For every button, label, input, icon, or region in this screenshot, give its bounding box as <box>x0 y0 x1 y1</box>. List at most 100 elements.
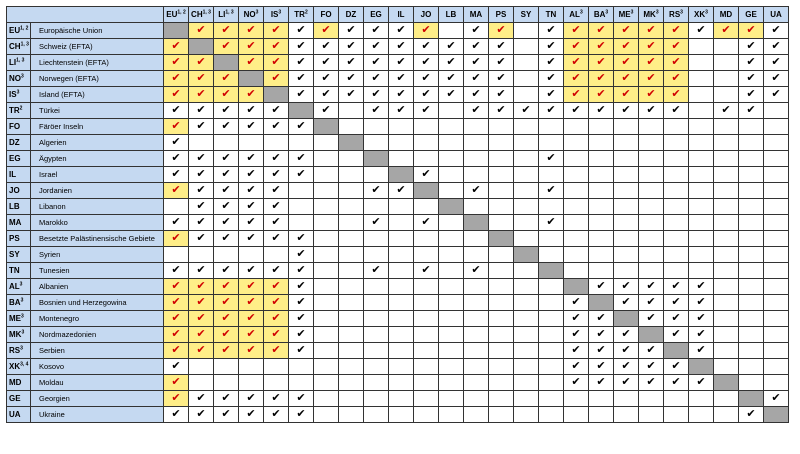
check-icon: ✔ <box>296 344 306 356</box>
check-icon: ✔ <box>421 168 431 180</box>
check-icon: ✔ <box>646 104 656 116</box>
check-cell: ✔ <box>638 22 664 39</box>
empty-cell <box>763 246 789 263</box>
empty-cell <box>388 246 414 263</box>
row-country-name: Montenegro <box>30 310 164 327</box>
empty-cell <box>513 374 539 391</box>
empty-cell <box>588 134 614 151</box>
empty-cell <box>213 134 239 151</box>
check-cell: ✔ <box>288 406 314 423</box>
check-cell: ✔ <box>538 182 564 199</box>
column-header-footnote: 3 <box>630 9 634 16</box>
check-cell: ✔ <box>488 86 514 103</box>
check-icon: ✔ <box>646 344 656 356</box>
table-row: DZ Algerien ✔ <box>6 134 789 151</box>
check-icon: ✔ <box>621 280 631 292</box>
check-icon: ✔ <box>621 376 631 388</box>
empty-cell <box>413 278 439 295</box>
check-cell: ✔ <box>288 262 314 279</box>
check-icon: ✔ <box>196 328 206 340</box>
row-country-name: Moldau <box>30 374 164 391</box>
check-icon: ✔ <box>671 24 681 36</box>
check-cell: ✔ <box>438 70 464 87</box>
column-header-lb: LB <box>438 6 464 23</box>
row-code-fo: FO <box>6 118 31 135</box>
empty-cell <box>338 198 364 215</box>
empty-cell <box>313 294 339 311</box>
check-icon: ✔ <box>171 344 181 356</box>
empty-cell <box>338 182 364 199</box>
row-code-ba: BA3 <box>6 294 31 311</box>
empty-cell <box>163 198 189 215</box>
empty-cell <box>338 118 364 135</box>
empty-cell <box>513 310 539 327</box>
check-icon: ✔ <box>421 216 431 228</box>
check-icon: ✔ <box>271 120 281 132</box>
check-icon: ✔ <box>196 392 206 404</box>
check-cell: ✔ <box>663 22 689 39</box>
check-icon: ✔ <box>171 280 181 292</box>
check-icon: ✔ <box>746 56 756 68</box>
check-icon: ✔ <box>246 88 256 100</box>
check-icon: ✔ <box>221 328 231 340</box>
check-cell: ✔ <box>288 166 314 183</box>
check-icon: ✔ <box>171 56 181 68</box>
check-cell: ✔ <box>738 22 764 39</box>
empty-cell <box>588 262 614 279</box>
column-header-code: MK <box>643 10 656 19</box>
check-cell: ✔ <box>588 38 614 55</box>
table-row: PS Besetzte Palästinensische Gebiete ✔ ✔ ✔ ✔ ✔… <box>6 230 789 247</box>
check-icon: ✔ <box>696 312 706 324</box>
check-cell: ✔ <box>663 326 689 343</box>
empty-cell <box>613 246 639 263</box>
check-cell: ✔ <box>488 38 514 55</box>
check-icon: ✔ <box>246 216 256 228</box>
check-icon: ✔ <box>546 152 556 164</box>
check-icon: ✔ <box>471 264 481 276</box>
empty-cell <box>388 342 414 359</box>
empty-cell <box>338 214 364 231</box>
table-row: UA Ukraine ✔ ✔ ✔ ✔ ✔ ✔ ✔ <box>6 406 789 423</box>
check-icon: ✔ <box>196 120 206 132</box>
empty-cell <box>688 390 714 407</box>
empty-cell <box>363 390 389 407</box>
empty-cell <box>413 246 439 263</box>
check-cell: ✔ <box>288 54 314 71</box>
empty-cell <box>713 214 739 231</box>
check-icon: ✔ <box>346 72 356 84</box>
empty-cell <box>563 230 589 247</box>
check-icon: ✔ <box>171 312 181 324</box>
column-header-footnote: 3 <box>655 9 659 16</box>
table-row: LB Libanon ✔ ✔ ✔ ✔ <box>6 198 789 215</box>
empty-cell <box>738 230 764 247</box>
check-icon: ✔ <box>221 120 231 132</box>
empty-cell <box>188 246 214 263</box>
empty-cell <box>763 214 789 231</box>
check-icon: ✔ <box>646 72 656 84</box>
check-cell: ✔ <box>163 326 189 343</box>
empty-cell <box>563 150 589 167</box>
empty-cell <box>413 118 439 135</box>
table-row: IL Israel ✔ ✔ ✔ ✔ ✔ ✔ ✔ <box>6 166 789 183</box>
check-cell: ✔ <box>163 102 189 119</box>
row-code: ME <box>9 314 21 323</box>
check-cell: ✔ <box>313 38 339 55</box>
check-cell: ✔ <box>388 54 414 71</box>
check-icon: ✔ <box>246 264 256 276</box>
check-cell: ✔ <box>588 86 614 103</box>
check-icon: ✔ <box>371 24 381 36</box>
check-icon: ✔ <box>221 264 231 276</box>
check-cell: ✔ <box>213 198 239 215</box>
check-cell: ✔ <box>563 102 589 119</box>
check-cell: ✔ <box>238 390 264 407</box>
empty-cell <box>713 38 739 55</box>
check-cell: ✔ <box>163 294 189 311</box>
check-icon: ✔ <box>396 184 406 196</box>
empty-cell <box>438 246 464 263</box>
check-cell: ✔ <box>213 102 239 119</box>
table-row: GE Georgien ✔ ✔ ✔ ✔ ✔ ✔ ✔ <box>6 390 789 407</box>
row-code-lb: LB <box>6 198 31 215</box>
empty-cell <box>638 246 664 263</box>
check-cell: ✔ <box>163 262 189 279</box>
empty-cell <box>338 102 364 119</box>
